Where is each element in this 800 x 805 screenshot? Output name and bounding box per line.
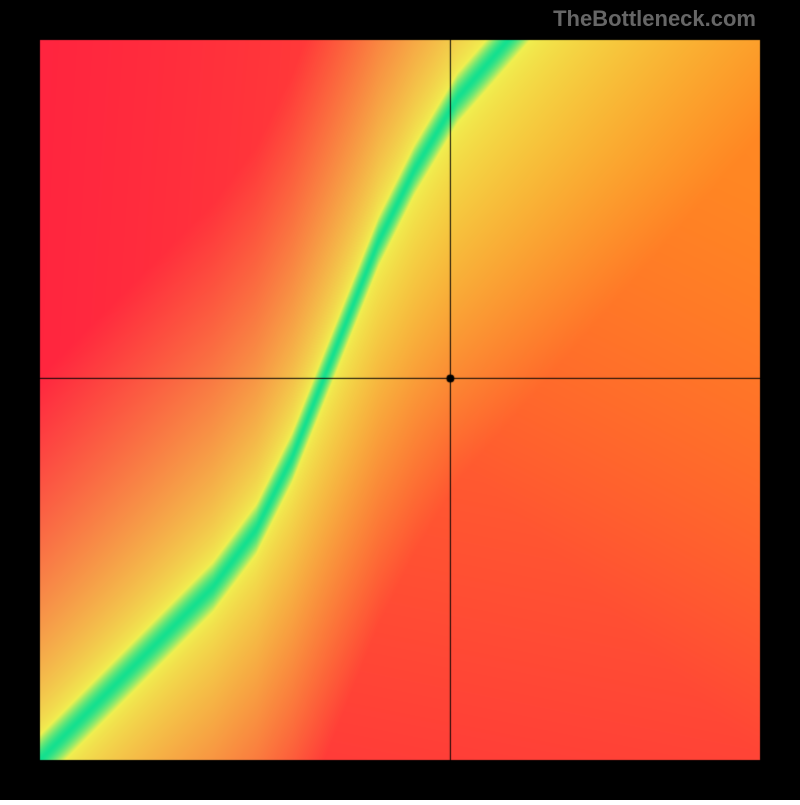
heatmap-canvas bbox=[0, 0, 800, 800]
watermark-text: TheBottleneck.com bbox=[553, 6, 756, 32]
bottleneck-chart: TheBottleneck.com bbox=[0, 0, 800, 800]
